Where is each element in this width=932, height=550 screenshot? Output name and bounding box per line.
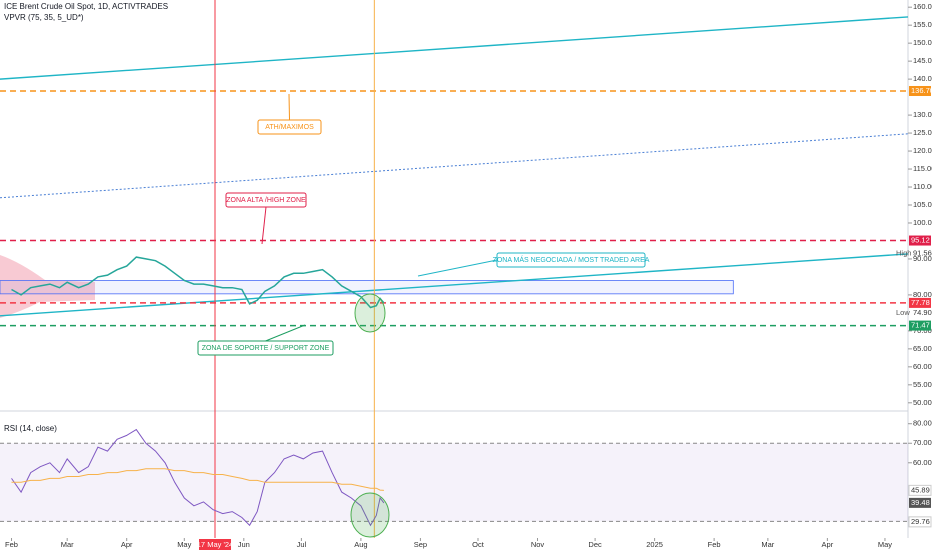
level-label-bg (909, 320, 931, 331)
y-tick-label: 70.00 (913, 438, 932, 447)
y-tick-label: 120.00 (913, 146, 932, 155)
level-label-bg (908, 484, 932, 496)
y-tick-label: 150.00 (913, 38, 932, 47)
level-label-bg (908, 516, 932, 528)
date-label: 17 May '24 (197, 540, 233, 549)
level-label-bg (909, 85, 931, 96)
y-tick-label: 130.00 (913, 110, 932, 119)
y-tick-label: 160.00 (913, 2, 932, 11)
y-tick-label: 55.00 (913, 380, 932, 389)
annotation-text: ZONA DE SOPORTE / SUPPORT ZONE (202, 345, 330, 352)
x-tick-label: 2025 (646, 540, 663, 549)
x-tick-label: Jul (297, 540, 307, 549)
y-tick-label: 145.00 (913, 56, 932, 65)
annotation-pointer (417, 259, 498, 277)
level-label-bg (909, 235, 931, 246)
highlight (350, 492, 390, 538)
level-label: 39.48 (911, 498, 930, 507)
annotation-box (496, 252, 646, 268)
y-tick-label: 80.00 (913, 419, 932, 428)
y-tick-label: 80.00 (913, 290, 932, 299)
x-tick-label: Nov (531, 540, 545, 549)
y-tick-label: 65.00 (913, 344, 932, 353)
y-tick-label: 105.00 (913, 200, 932, 209)
marker-name: Low (896, 308, 910, 317)
x-tick-label: Sep (414, 540, 427, 549)
series-line (11, 256, 385, 309)
x-tick-label: Apr (822, 540, 834, 549)
x-tick-label: Aug (354, 540, 367, 549)
annotation-pointer (265, 324, 306, 342)
level-label: 136.70 (911, 86, 932, 95)
y-tick-label: 60.00 (913, 362, 932, 371)
marker-value: 91.56 (913, 248, 932, 257)
trendline (0, 253, 909, 317)
annotation-pointer (288, 93, 290, 121)
date-label-bg (199, 539, 232, 550)
most-traded-zone (0, 280, 734, 295)
highlight (354, 293, 386, 333)
level-label: 45.89 (911, 485, 930, 494)
y-tick-label: 60.00 (913, 458, 932, 467)
chart-title: ICE Brent Crude Oil Spot, 1D, ACTIVTRADE… (4, 2, 168, 11)
x-tick-label: Feb (5, 540, 18, 549)
annotation-box (257, 119, 322, 135)
x-tick-label: Dec (588, 540, 602, 549)
level-label-bg (909, 297, 931, 308)
x-tick-label: May (177, 540, 191, 549)
marker-value: 74.90 (913, 308, 932, 317)
y-tick-label: 125.00 (913, 128, 932, 137)
marker-name: High (896, 248, 911, 257)
y-tick-label: 50.00 (913, 398, 932, 407)
series-line (11, 428, 385, 527)
x-tick-label: Apr (121, 540, 133, 549)
trendline (0, 16, 909, 80)
x-tick-label: Feb (708, 540, 721, 549)
x-tick-label: May (878, 540, 892, 549)
rsi-band (0, 443, 908, 522)
annotation-text: ZONA MÁS NEGOCIADA / MOST TRADED AREA (493, 255, 650, 264)
annotation-pointer (261, 206, 267, 245)
annotation-box (197, 340, 334, 356)
x-tick-label: Oct (472, 540, 485, 549)
level-label: 95.12 (911, 236, 930, 245)
x-tick-label: Jun (238, 540, 250, 549)
y-tick-label: 100.00 (913, 218, 932, 227)
series-line (11, 468, 384, 491)
annotation-text: ATH/MAXIMOS (265, 124, 314, 131)
indicator-title: VPVR (75, 35, 5_UD*) (4, 13, 84, 22)
level-label: 77.78 (911, 298, 930, 307)
level-label-bg (909, 497, 931, 508)
y-tick-label: 90.00 (913, 254, 932, 263)
x-tick-label: Mar (61, 540, 74, 549)
y-tick-label: 110.00 (913, 182, 932, 191)
level-label: 71.47 (911, 321, 930, 330)
rsi-title: RSI (14, close) (4, 424, 57, 433)
annotation-text: ZONA ALTA /HIGH ZONE (226, 197, 306, 204)
level-label: 29.76 (911, 517, 930, 526)
x-tick-label: Mar (761, 540, 774, 549)
y-tick-label: 155.00 (913, 20, 932, 29)
annotation-box (225, 192, 307, 208)
y-tick-label: 140.00 (913, 74, 932, 83)
y-tick-label: 115.00 (913, 164, 932, 173)
